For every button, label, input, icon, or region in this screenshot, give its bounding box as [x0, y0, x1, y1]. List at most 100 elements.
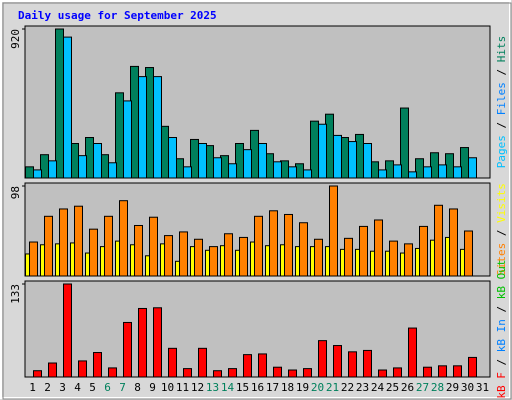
legend-separator: /	[495, 223, 508, 243]
legend: kB F / kB In / kB Out	[495, 259, 508, 398]
bar	[468, 356, 477, 378]
x-tick-label: 5	[89, 381, 96, 394]
x-tick-label: 31	[476, 381, 489, 394]
bar	[408, 171, 417, 179]
legend-entry: Hits	[495, 36, 508, 63]
bar	[168, 347, 177, 378]
bar	[48, 160, 57, 179]
bar	[254, 215, 263, 277]
x-tick-label: 1	[29, 381, 36, 394]
bar	[464, 230, 473, 277]
bar	[288, 369, 297, 378]
bar	[408, 327, 417, 378]
bar	[348, 141, 357, 179]
bar	[198, 143, 207, 179]
bar	[359, 225, 368, 277]
legend-entry: Files	[495, 82, 508, 115]
bar	[299, 222, 308, 277]
x-tick-label: 16	[251, 381, 264, 394]
bar	[243, 354, 252, 378]
x-tick-label: 17	[266, 381, 279, 394]
bar	[333, 345, 342, 378]
x-tick-label: 22	[341, 381, 354, 394]
legend-separator: /	[495, 115, 508, 135]
legend-separator: /	[495, 299, 508, 319]
bar	[108, 162, 117, 179]
bar	[74, 205, 83, 277]
bar	[149, 216, 158, 277]
bar	[198, 347, 207, 378]
bar	[123, 100, 132, 179]
bar	[78, 360, 87, 378]
bar	[63, 36, 72, 179]
x-tick-label: 15	[236, 381, 249, 394]
legend-separator: /	[495, 62, 508, 82]
bar	[138, 76, 147, 179]
bar	[423, 366, 432, 378]
x-tick-label: 9	[149, 381, 156, 394]
bar	[378, 169, 387, 179]
legend-entry: kB F	[495, 372, 508, 399]
bar	[318, 340, 327, 378]
x-tick-label: 30	[461, 381, 474, 394]
bar	[273, 161, 282, 179]
legend-entry: Sites	[495, 243, 508, 276]
x-tick-label: 25	[386, 381, 399, 394]
bar	[33, 169, 42, 179]
bar	[344, 237, 353, 277]
bar	[168, 137, 177, 179]
bar	[288, 166, 297, 179]
x-tick-label: 27	[416, 381, 429, 394]
bar	[104, 215, 113, 277]
bar	[273, 366, 282, 378]
bar	[284, 213, 293, 277]
legend: Sites / Visits	[495, 183, 508, 276]
bar	[453, 166, 462, 179]
bar	[228, 368, 237, 378]
bar	[393, 367, 402, 378]
bar	[59, 208, 68, 277]
x-tick-label: 24	[371, 381, 385, 394]
bar	[258, 353, 267, 378]
bar	[63, 283, 72, 378]
x-tick-label: 12	[191, 381, 204, 394]
x-tick-label: 26	[401, 381, 414, 394]
bar	[44, 215, 53, 277]
bar	[228, 163, 237, 179]
x-tick-label: 8	[134, 381, 141, 394]
bar	[164, 235, 173, 277]
bar	[468, 157, 477, 179]
bar	[239, 236, 248, 277]
bar	[153, 76, 162, 179]
legend: Pages / Files / Hits	[495, 36, 508, 169]
bar	[400, 107, 409, 179]
x-tick-label: 4	[74, 381, 81, 394]
bar	[314, 238, 323, 277]
bar	[48, 362, 57, 378]
x-tick-label: 7	[119, 381, 126, 394]
bar	[93, 143, 102, 179]
x-tick-label: 14	[221, 381, 235, 394]
bar	[55, 28, 64, 179]
bar	[378, 369, 387, 378]
x-tick-label: 11	[176, 381, 189, 394]
bar	[404, 243, 413, 277]
x-tick-label: 18	[281, 381, 294, 394]
bar	[119, 200, 128, 277]
bar	[363, 143, 372, 179]
bar	[194, 238, 203, 277]
bar	[89, 228, 98, 277]
x-tick-label: 10	[161, 381, 174, 394]
bar	[213, 157, 222, 179]
bar	[243, 149, 252, 179]
chart-title: Daily usage for September 2025	[18, 9, 217, 22]
bar	[179, 231, 188, 277]
bar	[303, 169, 312, 179]
x-tick-label: 19	[296, 381, 309, 394]
y-tick-label: 98	[9, 186, 22, 199]
bar	[153, 307, 162, 378]
y-tick-label: 920	[9, 29, 22, 49]
